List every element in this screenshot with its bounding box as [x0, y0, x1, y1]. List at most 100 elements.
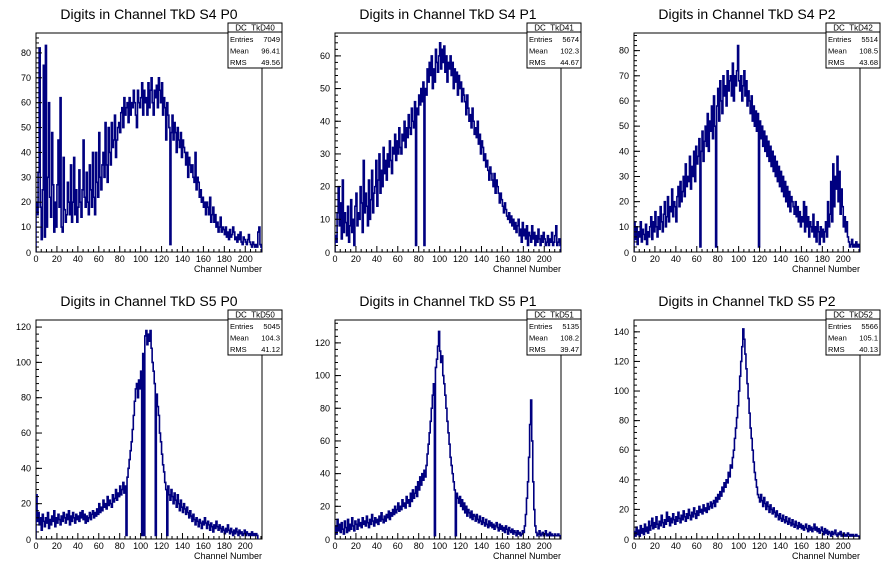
x-tick-label: 20 — [650, 254, 660, 264]
x-tick-label: 180 — [516, 254, 531, 264]
x-tick-label: 0 — [33, 254, 38, 264]
plot-frame — [633, 32, 861, 253]
x-tick-label: 200 — [238, 254, 253, 264]
stats-value: 5514 — [861, 35, 878, 44]
stats-box-frame — [526, 22, 582, 69]
x-tick-label: 160 — [495, 254, 510, 264]
stats-label: RMS — [230, 58, 247, 67]
y-tick-label: 60 — [320, 51, 330, 61]
y-tick-label: 30 — [320, 149, 330, 159]
y-tick-label: 60 — [619, 96, 629, 106]
stats-name: DC_TkD40 — [235, 24, 275, 33]
y-tick-label: 100 — [614, 386, 629, 396]
y-tick-label: 0 — [26, 248, 31, 258]
y-tick-label: 30 — [619, 171, 629, 181]
x-tick-label: 20 — [351, 254, 361, 264]
stats-value: 105.1 — [859, 334, 878, 343]
y-tick-label: 40 — [619, 475, 629, 485]
y-tick-label: 40 — [21, 147, 31, 157]
histogram-line — [634, 44, 860, 252]
y-tick-label: 120 — [315, 338, 330, 348]
x-tick-label: 160 — [196, 254, 211, 264]
y-tick-label: 20 — [21, 197, 31, 207]
y-tick-label: 0 — [325, 535, 330, 545]
y-tick-label: 50 — [619, 121, 629, 131]
y-tick-label: 20 — [320, 182, 330, 192]
stats-value: 41.12 — [261, 345, 280, 354]
y-tick-label: 140 — [614, 327, 629, 337]
y-tick-label: 10 — [21, 222, 31, 232]
x-tick-label: 120 — [453, 541, 468, 551]
panel-title: Digits in Channel TkD S5 P0 — [60, 293, 237, 309]
x-tick-label: 180 — [516, 541, 531, 551]
x-axis-label: Channel Number — [792, 551, 860, 561]
stats-value: 104.3 — [261, 334, 280, 343]
stats-box: DC_TkD51 Entries 5135 Mean 108.2 RMS 39.47 — [526, 309, 582, 356]
stats-box-frame — [825, 22, 881, 69]
histogram-line — [335, 330, 561, 539]
y-tick-label: 80 — [320, 403, 330, 413]
y-tick-label: 120 — [614, 356, 629, 366]
stats-value: 96.41 — [261, 47, 280, 56]
y-tick-label: 80 — [21, 393, 31, 403]
stats-value: 40.13 — [859, 345, 878, 354]
y-tick-label: 10 — [619, 222, 629, 232]
x-tick-label: 80 — [414, 254, 424, 264]
histogram-panel: Digits in Channel TkD S5 P1 0 20 40 60 80 100 1… — [315, 293, 582, 561]
y-tick-label: 40 — [619, 146, 629, 156]
stats-value: 102.3 — [560, 47, 579, 56]
x-axis-label: Channel Number — [493, 551, 561, 561]
y-tick-label: 20 — [619, 197, 629, 207]
y-tick-label: 50 — [320, 84, 330, 94]
stats-name: DC_TkD52 — [833, 311, 873, 320]
y-tick-label: 100 — [315, 371, 330, 381]
x-tick-label: 0 — [332, 254, 337, 264]
x-tick-label: 200 — [537, 541, 552, 551]
stats-label: Entries — [828, 35, 852, 44]
y-tick-label: 10 — [320, 214, 330, 224]
x-tick-label: 180 — [217, 541, 232, 551]
stats-label: Mean — [828, 334, 847, 343]
stats-value: 49.56 — [261, 58, 280, 67]
x-tick-label: 140 — [773, 254, 788, 264]
x-tick-label: 60 — [94, 541, 104, 551]
stats-box: DC_TkD52 Entries 5566 Mean 105.1 RMS 40.13 — [825, 309, 881, 356]
y-tick-label: 20 — [619, 504, 629, 514]
histogram-panel: Digits in Channel TkD S5 P2 0 20 40 60 80 100 1… — [614, 293, 881, 561]
x-tick-label: 140 — [474, 541, 489, 551]
stats-label: Entries — [230, 322, 254, 331]
x-tick-label: 40 — [372, 254, 382, 264]
x-tick-label: 140 — [773, 541, 788, 551]
y-tick-label: 40 — [320, 469, 330, 479]
x-axis-label: Channel Number — [493, 264, 561, 274]
y-tick-label: 70 — [21, 73, 31, 83]
stats-name: DC_TkD42 — [833, 24, 873, 33]
x-tick-label: 0 — [33, 541, 38, 551]
x-tick-label: 200 — [238, 541, 253, 551]
x-tick-label: 20 — [52, 541, 62, 551]
x-tick-label: 60 — [94, 254, 104, 264]
x-tick-label: 40 — [73, 254, 83, 264]
plot-frame — [334, 32, 562, 253]
x-tick-label: 180 — [217, 254, 232, 264]
y-tick-label: 0 — [325, 248, 330, 258]
y-tick-label: 0 — [26, 535, 31, 545]
x-tick-label: 0 — [631, 541, 636, 551]
stats-label: RMS — [529, 345, 546, 354]
stats-label: Mean — [230, 47, 249, 56]
y-tick-label: 20 — [21, 499, 31, 509]
y-tick-label: 60 — [21, 428, 31, 438]
stats-label: Mean — [828, 47, 847, 56]
x-tick-label: 100 — [731, 254, 746, 264]
stats-label: Mean — [529, 334, 548, 343]
x-axis-label: Channel Number — [194, 264, 262, 274]
x-tick-label: 80 — [713, 254, 723, 264]
x-tick-label: 200 — [537, 254, 552, 264]
x-tick-label: 200 — [836, 254, 851, 264]
x-tick-label: 160 — [794, 541, 809, 551]
x-axis-label: Channel Number — [194, 551, 262, 561]
x-tick-label: 160 — [196, 541, 211, 551]
stats-label: Mean — [230, 334, 249, 343]
stats-box-frame — [227, 309, 283, 356]
histogram-panel: Digits in Channel TkD S4 P10 20 40 60 80 100 1… — [320, 6, 582, 274]
